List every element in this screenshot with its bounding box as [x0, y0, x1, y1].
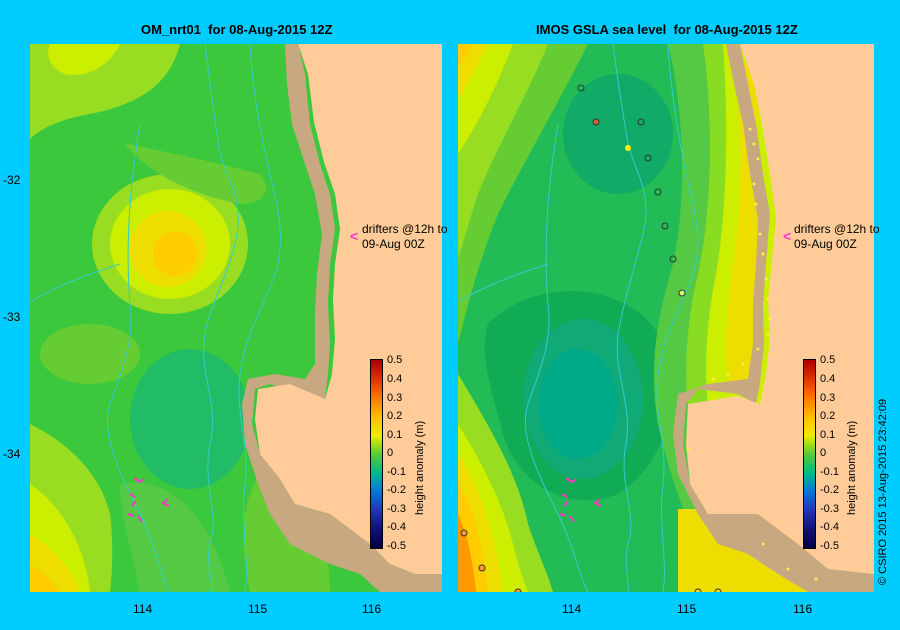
anomaly-patch — [40, 324, 140, 384]
drifter-tracks — [559, 477, 602, 523]
left-colorbar — [370, 359, 383, 549]
bathymetry-contour — [203, 44, 239, 592]
bathymetry-contour — [656, 44, 699, 592]
colorbar-tick-label: -0.1 — [820, 466, 839, 478]
anomaly-patch — [130, 349, 250, 489]
land-mass — [255, 44, 442, 574]
x-tick-label: 114 — [562, 602, 582, 616]
bathymetry-contour — [30, 263, 121, 303]
anomaly-patch — [120, 482, 230, 592]
colorbar-title: height anomaly (m) — [846, 420, 858, 515]
colorbar-tick-label: 0.1 — [387, 429, 403, 441]
colorbar-tick-label: 0.3 — [387, 392, 403, 404]
drifter-arrow-icon: < — [350, 228, 359, 244]
colorbar-tick-label: 0.2 — [820, 410, 836, 422]
observation-points — [460, 84, 722, 592]
observation-point-highlight — [625, 145, 631, 151]
bathymetry-contour — [106, 123, 171, 592]
x-tick-label: 115 — [248, 602, 268, 616]
right-colorbar — [803, 359, 816, 549]
anomaly-patch — [458, 44, 473, 66]
drifters-note: drifters @12h to 09-Aug 00Z — [794, 222, 880, 251]
colorbar-tick-label: 0.4 — [387, 373, 403, 385]
coastal-dots — [686, 127, 818, 581]
anomaly-patch — [563, 74, 673, 194]
x-tick-label: 115 — [677, 602, 697, 616]
colorbar-tick-label: -0.3 — [387, 503, 406, 515]
drifters-note: drifters @12h to 09-Aug 00Z — [362, 222, 448, 251]
bathymetry-contour — [612, 44, 647, 592]
x-tick-label: 114 — [133, 602, 153, 616]
colorbar-tick-label: 0.1 — [820, 429, 836, 441]
colorbar-tick-label: 0.5 — [820, 354, 836, 366]
y-tick-label: -34 — [3, 447, 21, 461]
colorbar-tick-label: 0.3 — [820, 392, 836, 404]
bathymetry-contour — [524, 123, 589, 592]
left-map[interactable] — [30, 44, 442, 592]
anomaly-patch — [458, 44, 488, 99]
colorbar-tick-label: -0.3 — [820, 503, 839, 515]
colorbar-tick-label: 0.5 — [387, 354, 403, 366]
colorbar-title: height anomaly (m) — [414, 420, 426, 515]
left-panel-title: OM_nrt01 for 08-Aug-2015 12Z — [141, 22, 333, 37]
colorbar-tick-label: -0.4 — [820, 521, 839, 533]
anomaly-patch — [538, 349, 618, 459]
land-mass — [686, 44, 874, 574]
y-tick-label: -32 — [3, 173, 21, 187]
bathymetry-contour — [238, 44, 281, 592]
colorbar-tick-label: -0.2 — [820, 484, 839, 496]
anomaly-patch — [125, 144, 266, 204]
colorbar-tick-label: -0.5 — [387, 540, 406, 552]
copyright-text: © CSIRO 2015 13-Aug-2015 23:42:09 — [877, 398, 889, 585]
right-panel-title: IMOS GSLA sea level for 08-Aug-2015 12Z — [536, 22, 798, 37]
colorbar-tick-label: 0.4 — [820, 373, 836, 385]
anomaly-patch — [48, 44, 120, 75]
colorbar-tick-label: -0.1 — [387, 466, 406, 478]
anomaly-patch — [153, 232, 197, 276]
colorbar-tick-label: -0.4 — [387, 521, 406, 533]
anomaly-patch — [30, 564, 60, 592]
y-tick-label: -33 — [3, 310, 21, 324]
bathymetry-contour — [458, 263, 549, 303]
drifter-arrow-icon: < — [783, 228, 792, 244]
colorbar-tick-label: 0.2 — [387, 410, 403, 422]
colorbar-tick-label: -0.2 — [387, 484, 406, 496]
colorbar-tick-label: 0 — [820, 447, 827, 459]
colorbar-tick-label: 0 — [387, 447, 394, 459]
x-tick-label: 116 — [793, 602, 813, 616]
drifter-tracks — [127, 477, 170, 523]
colorbar-tick-label: -0.5 — [820, 540, 839, 552]
x-tick-label: 116 — [362, 602, 382, 616]
